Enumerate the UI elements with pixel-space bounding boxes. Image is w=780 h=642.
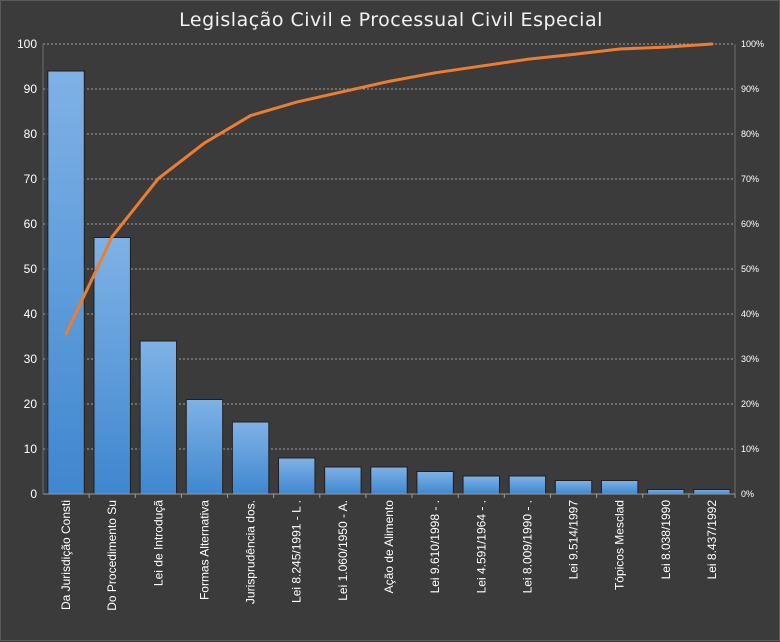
- x-tick-label: Jurisprudência dos.: [244, 500, 258, 604]
- x-tick-label: Lei 1.060/1950 - A.: [336, 500, 350, 601]
- y-tick-label: 60: [24, 217, 38, 231]
- y-tick-label: 80: [24, 127, 38, 141]
- bar: [93, 237, 131, 495]
- x-tick-label: Da Jurisdição Consti: [59, 500, 73, 610]
- bar: [185, 399, 224, 495]
- y-tick-label: 20: [24, 397, 38, 411]
- bar: [693, 489, 731, 495]
- y2-tick-label: 40%: [741, 309, 759, 319]
- y2-tick-label: 20%: [741, 399, 759, 409]
- y2-tick-label: 80%: [741, 129, 759, 139]
- bar: [554, 480, 593, 495]
- x-tick-label: Lei 9.610/1998 - .: [428, 500, 442, 593]
- x-tick-label: Lei 4.591/1964 - .: [474, 500, 488, 593]
- bar: [47, 70, 85, 495]
- x-tick-label: Formas Alternativa: [197, 500, 211, 600]
- y2-tick-label: 10%: [741, 444, 759, 454]
- line-layer: [64, 42, 714, 336]
- y-tick-label: 70: [24, 172, 38, 186]
- bar: [370, 466, 408, 495]
- y-tick-label: 50: [24, 262, 38, 276]
- x-tick-label: Lei 9.514/1997: [567, 500, 581, 580]
- bar: [231, 421, 270, 495]
- bar: [600, 480, 639, 495]
- y2-tick-label: 30%: [741, 354, 759, 364]
- x-tick-label: Lei 8.437/1992: [705, 500, 719, 580]
- x-tick-label: Lei de Introduçã: [151, 500, 165, 586]
- chart-title: Legislação Civil e Processual Civil Espe…: [179, 9, 603, 31]
- x-tick-label: Lei 8.245/1991 - L .: [290, 500, 304, 603]
- bar: [462, 475, 500, 495]
- y-tick-label: 90: [24, 82, 38, 96]
- x-tick-label: Ação de Alimento: [382, 500, 396, 594]
- x-tick-label: Lei 8.038/1990: [659, 500, 673, 580]
- bar: [139, 340, 178, 495]
- y2-tick-label: 100%: [741, 39, 764, 49]
- x-tick-label: Lei 8.009/1990 - .: [520, 500, 534, 593]
- bar: [324, 466, 362, 495]
- axis-layer: 0 10 20 30 40 50 60 70 80 90 100 0% 10% 20% 30% 40% 50% 6…: [17, 37, 764, 611]
- y-tick-label: 30: [24, 352, 38, 366]
- y2-tick-label: 50%: [741, 264, 759, 274]
- grid-layer: [43, 43, 735, 450]
- y2-tick-label: 0%: [741, 489, 754, 499]
- bar: [647, 489, 685, 495]
- y-tick-label: 0: [30, 487, 37, 501]
- x-tick-label: Do Procedimento Su: [105, 500, 119, 611]
- y2-tick-label: 70%: [741, 174, 759, 184]
- y2-tick-label: 90%: [741, 84, 759, 94]
- bar: [508, 475, 547, 495]
- bar: [416, 471, 454, 495]
- y-tick-label: 100: [17, 37, 37, 51]
- x-tick-label: Tópicos Mesclad: [613, 500, 627, 590]
- y2-tick-label: 60%: [741, 219, 759, 229]
- y-tick-label: 40: [24, 307, 38, 321]
- cumulative-line: [64, 42, 714, 336]
- bar: [278, 457, 316, 495]
- y-tick-label: 10: [24, 442, 38, 456]
